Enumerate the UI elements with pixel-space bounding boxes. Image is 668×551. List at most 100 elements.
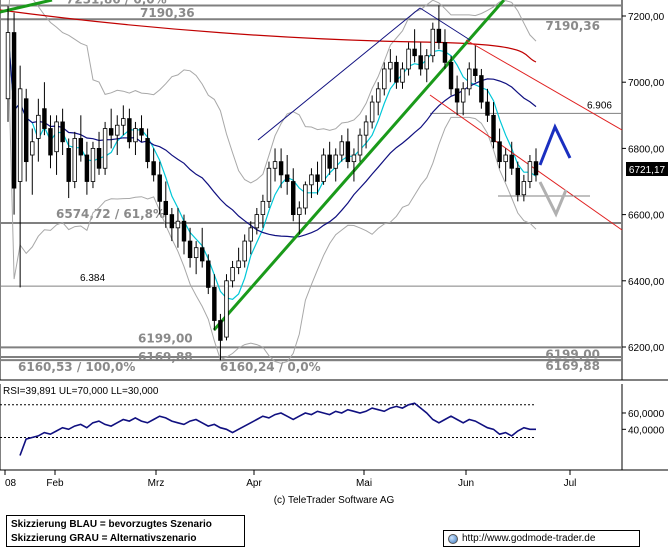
candle bbox=[230, 260, 235, 288]
candle bbox=[394, 55, 399, 89]
candle bbox=[351, 148, 357, 182]
price-panel bbox=[0, 0, 668, 381]
candle bbox=[108, 108, 114, 149]
candle bbox=[187, 227, 193, 268]
candle bbox=[515, 161, 521, 202]
price-tick-label: 6200,00 bbox=[628, 343, 665, 354]
level-label: 6160,53 / 100,0% bbox=[18, 360, 135, 374]
candle bbox=[66, 138, 71, 199]
candle bbox=[503, 148, 508, 182]
candle bbox=[400, 62, 405, 89]
candle bbox=[436, 5, 442, 50]
price-axis: 7200,00 7000,00 6800,00 6600,00 6400,00 6200,… bbox=[622, 12, 665, 354]
level-label: 6.906 bbox=[587, 100, 612, 111]
candle bbox=[272, 148, 278, 182]
candle bbox=[236, 247, 241, 275]
candle bbox=[224, 274, 229, 341]
candle bbox=[479, 68, 484, 109]
candle bbox=[430, 22, 436, 63]
rsi-tick-label: 60,0000 bbox=[628, 409, 665, 420]
candle bbox=[54, 115, 59, 175]
candle bbox=[497, 128, 502, 169]
right-level-label: 7190,36 bbox=[545, 19, 600, 33]
candle bbox=[460, 82, 466, 116]
level-label: 6199,00 bbox=[138, 331, 193, 345]
level-label: 7231,86 / 0,0% bbox=[66, 0, 167, 6]
level-label: 6160,24 / 0,0% bbox=[220, 360, 321, 374]
candle bbox=[218, 313, 223, 361]
candle bbox=[327, 141, 332, 175]
scenario-legend: Skizzierung BLAU = bevorzugtes Szenario … bbox=[6, 515, 245, 547]
candle bbox=[78, 115, 84, 162]
candle bbox=[473, 45, 478, 83]
candle bbox=[11, 12, 17, 215]
candle bbox=[388, 49, 393, 83]
green-trend-line bbox=[212, 0, 506, 331]
candle bbox=[467, 62, 472, 96]
candle bbox=[357, 128, 363, 162]
candlesticks bbox=[5, 5, 539, 361]
candle bbox=[254, 207, 260, 235]
candle bbox=[151, 148, 156, 182]
candle bbox=[42, 82, 47, 136]
candle bbox=[527, 155, 533, 189]
bollinger-bands bbox=[7, 0, 537, 364]
candle bbox=[175, 207, 181, 248]
bollinger-band bbox=[7, 0, 537, 184]
candle bbox=[442, 29, 448, 69]
candle bbox=[333, 148, 338, 182]
candle bbox=[36, 98, 41, 162]
level-label: 6.384 bbox=[80, 273, 105, 284]
candle bbox=[278, 148, 284, 189]
website-link[interactable]: http://www.godmode-trader.de bbox=[443, 530, 640, 547]
slow-moving-average bbox=[7, 32, 537, 238]
candle bbox=[163, 181, 169, 228]
candle bbox=[363, 115, 369, 149]
current-price-marker: 6721,17 bbox=[626, 162, 668, 176]
candle bbox=[23, 88, 29, 182]
candle bbox=[17, 65, 23, 288]
candle bbox=[339, 135, 345, 162]
current-price-label: 6721,17 bbox=[629, 165, 666, 176]
scenario-sketches bbox=[538, 123, 572, 218]
legend-line-blue: Skizzierung BLAU = bevorzugtes Szenario bbox=[11, 519, 212, 530]
candle bbox=[121, 105, 126, 136]
candle bbox=[199, 227, 205, 268]
candle bbox=[139, 115, 144, 142]
time-tick-label: Mai bbox=[356, 478, 372, 489]
candle bbox=[157, 161, 162, 215]
candle bbox=[193, 241, 199, 275]
globe-icon bbox=[448, 533, 458, 544]
candle bbox=[382, 62, 387, 96]
candle bbox=[206, 254, 211, 295]
rsi-axis: 60,0000 40,0000 bbox=[622, 409, 665, 436]
candle bbox=[84, 141, 90, 195]
green-trend-line bbox=[0, 0, 53, 14]
candle bbox=[30, 128, 35, 195]
channel-line bbox=[257, 7, 421, 141]
time-tick-label: 08 bbox=[5, 478, 17, 489]
candle bbox=[102, 121, 108, 175]
candle bbox=[169, 207, 175, 242]
level-label: 7190,36 bbox=[140, 6, 195, 20]
time-tick-label: Apr bbox=[246, 478, 262, 489]
rsi-line-path bbox=[19, 402, 536, 456]
candle bbox=[424, 49, 429, 83]
candle bbox=[297, 201, 302, 235]
candle bbox=[418, 42, 423, 76]
rsi-line bbox=[0, 402, 536, 456]
candle bbox=[491, 102, 496, 149]
candle bbox=[533, 148, 539, 182]
level-label: 6169,88 bbox=[138, 350, 193, 364]
rsi-tick-label: 40,0000 bbox=[628, 425, 665, 436]
grey-scenario-sketch bbox=[538, 181, 568, 218]
candle bbox=[90, 141, 96, 189]
candle bbox=[485, 88, 490, 122]
candle bbox=[309, 168, 314, 199]
candle bbox=[303, 181, 308, 215]
candle bbox=[127, 108, 132, 149]
website-url: http://www.godmode-trader.de bbox=[462, 533, 596, 544]
time-tick-label: Jun bbox=[458, 478, 474, 489]
candle bbox=[72, 131, 77, 189]
